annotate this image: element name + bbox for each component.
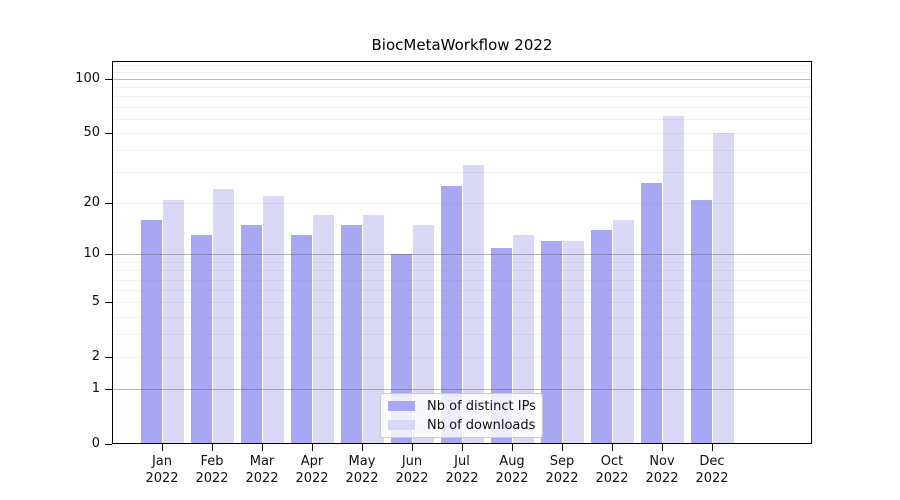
x-axis-tick-mar [262, 444, 263, 451]
legend-swatch-distinct-ips-icon [388, 401, 415, 411]
x-axis-tick-jan [162, 444, 163, 451]
y-axis-tick-10 [105, 254, 112, 256]
y-axis-label-50: 50 [83, 125, 100, 140]
gridline-7 [112, 279, 812, 281]
gridline-120 [112, 64, 812, 66]
y-axis-tick-20 [105, 203, 112, 205]
bar-downloads-dec [713, 133, 734, 444]
bar-downloads-sep [563, 241, 584, 444]
x-axis-label-aug: Aug 2022 [495, 454, 529, 486]
x-axis-label-sep: Sep 2022 [545, 454, 579, 486]
bar-distinct-ips-apr [291, 235, 312, 444]
gridline-2 [112, 357, 812, 359]
x-axis-label-nov: Nov 2022 [645, 454, 679, 486]
bar-distinct-ips-feb [191, 235, 212, 444]
y-axis-label-0: 0 [91, 436, 100, 451]
y-axis-label-5: 5 [91, 294, 100, 310]
gridline-100 [112, 79, 812, 80]
x-axis-label-apr: Apr 2022 [295, 454, 329, 486]
x-axis-label-jul: Jul 2022 [445, 454, 479, 486]
gridline-60 [112, 118, 812, 120]
gridline-9 [112, 261, 812, 263]
gridline-70 [112, 106, 812, 108]
y-axis-label-100: 100 [75, 71, 100, 86]
x-axis-label-may: May 2022 [345, 454, 379, 486]
bar-downloads-jun [413, 224, 434, 444]
x-axis-label-jan: Jan 2022 [145, 454, 179, 486]
bar-distinct-ips-jul [441, 186, 462, 444]
bar-distinct-ips-dec [691, 199, 712, 444]
gridline-50 [112, 133, 812, 134]
bar-distinct-ips-mar [241, 224, 262, 444]
y-axis-tick-0 [105, 444, 112, 445]
y-axis-tick-2 [105, 357, 112, 359]
gridline-5 [112, 302, 812, 304]
gridline-110 [112, 71, 812, 73]
y-axis-label-10: 10 [83, 246, 100, 262]
bar-downloads-aug [513, 235, 534, 444]
gridline-8 [112, 270, 812, 272]
x-axis-tick-nov [662, 444, 663, 451]
legend-label-distinct-ips: Nb of distinct IPs [427, 398, 536, 414]
x-axis-tick-jun [412, 444, 413, 451]
bar-distinct-ips-nov [641, 183, 662, 444]
bar-downloads-may [363, 215, 384, 444]
x-axis-tick-jul [462, 444, 463, 451]
y-axis-tick-100 [105, 79, 112, 80]
legend: Nb of distinct IPs Nb of downloads [380, 393, 543, 438]
legend-label-downloads: Nb of downloads [427, 417, 536, 433]
gridline-6 [112, 290, 812, 292]
y-axis-label-20: 20 [83, 195, 100, 211]
gridline-30 [112, 172, 812, 174]
bar-downloads-nov [663, 116, 684, 444]
x-axis-tick-sep [562, 444, 563, 451]
x-axis-tick-oct [612, 444, 613, 451]
x-axis-label-dec: Dec 2022 [695, 454, 729, 486]
bar-downloads-oct [613, 219, 634, 444]
y-axis-label-2: 2 [91, 349, 100, 365]
bar-distinct-ips-may [341, 224, 362, 444]
gridline-40 [112, 150, 812, 152]
y-axis-tick-5 [105, 302, 112, 304]
bar-downloads-mar [263, 196, 284, 444]
gridline-10 [112, 254, 812, 256]
bar-downloads-apr [313, 215, 334, 444]
bar-downloads-jul [463, 165, 484, 444]
gridline-80 [112, 96, 812, 98]
gridline-3 [112, 334, 812, 336]
x-axis-label-jun: Jun 2022 [395, 454, 429, 486]
bar-distinct-ips-oct [591, 229, 612, 444]
bar-downloads-jan [163, 199, 184, 444]
x-axis-label-mar: Mar 2022 [245, 454, 279, 486]
x-axis-label-oct: Oct 2022 [595, 454, 629, 486]
legend-swatch-downloads-icon [388, 420, 415, 430]
gridline-1 [112, 389, 812, 391]
y-axis-tick-1 [105, 389, 112, 391]
bar-downloads-feb [213, 189, 234, 444]
x-axis-tick-dec [712, 444, 713, 451]
legend-entry-distinct-ips: Nb of distinct IPs [388, 398, 536, 414]
legend-entry-downloads: Nb of downloads [388, 417, 535, 433]
bar-distinct-ips-sep [541, 241, 562, 444]
x-axis-label-feb: Feb 2022 [195, 454, 229, 486]
gridline-4 [112, 316, 812, 318]
chart-title: BiocMetaWorkflow 2022 [371, 36, 553, 54]
gridline-90 [112, 87, 812, 89]
x-axis-tick-apr [312, 444, 313, 451]
gridline-20 [112, 203, 812, 205]
y-axis-label-1: 1 [91, 381, 100, 397]
y-axis-tick-50 [105, 133, 112, 134]
bar-distinct-ips-jan [141, 219, 162, 444]
x-axis-tick-may [362, 444, 363, 451]
x-axis-tick-aug [512, 444, 513, 451]
x-axis-tick-feb [212, 444, 213, 451]
